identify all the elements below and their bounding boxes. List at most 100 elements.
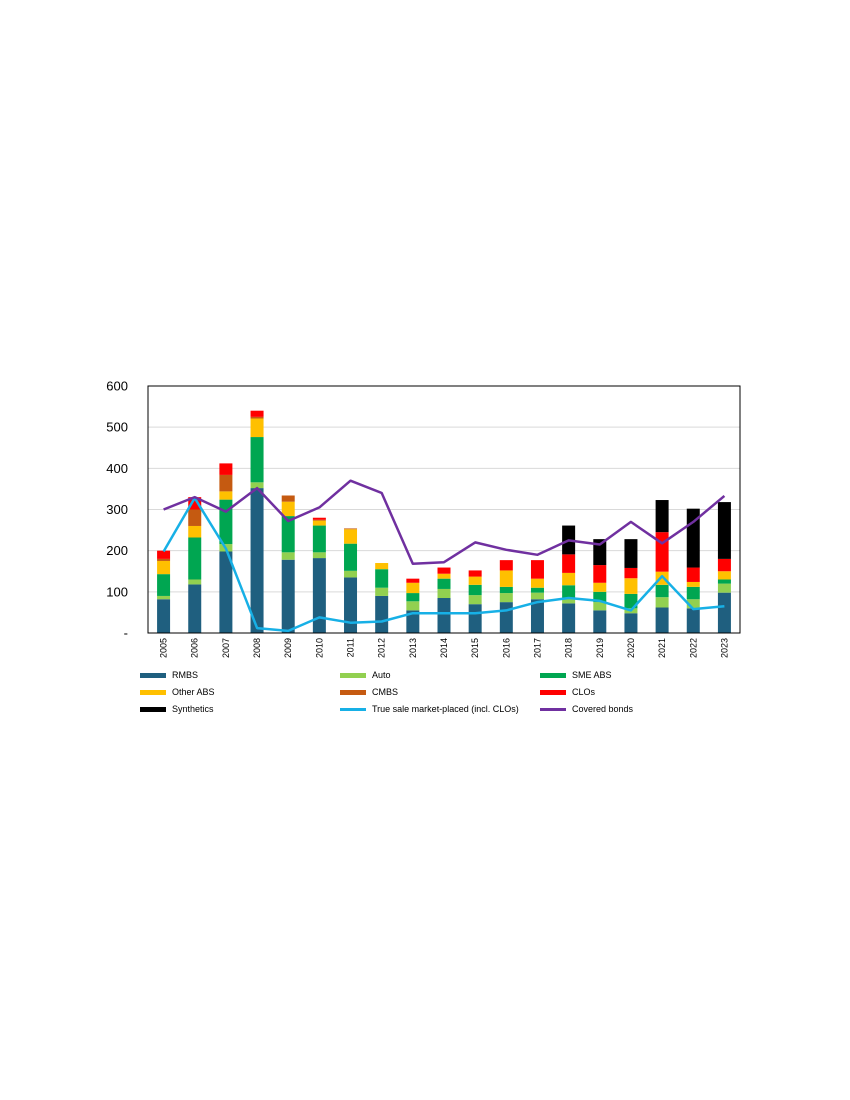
bar-segment: [437, 578, 451, 589]
legend-swatch: [140, 672, 166, 678]
bar-segment: [468, 570, 482, 577]
legend-swatch: [540, 707, 566, 711]
y-tick-label: -: [124, 626, 128, 641]
bar-segment: [157, 550, 171, 559]
x-tick-label: 2018: [564, 638, 574, 658]
bar-segment: [312, 558, 326, 633]
legend-swatch: [340, 707, 366, 711]
legend-item: Auto: [340, 668, 540, 682]
bar-segment: [562, 572, 576, 586]
bar-segment: [344, 570, 358, 578]
bar-segment: [593, 582, 607, 592]
x-tick-label: 2012: [377, 638, 387, 658]
bar-segment: [593, 610, 607, 633]
bar-segment: [655, 500, 669, 533]
legend-swatch: [140, 706, 166, 712]
x-tick-label: 2022: [688, 638, 698, 658]
bar-segment: [499, 593, 513, 603]
bar-segment: [593, 565, 607, 583]
bar-segment: [157, 558, 171, 561]
y-tick-label: 400: [106, 461, 128, 476]
x-tick-label: 2016: [501, 638, 511, 658]
bar-segment: [406, 582, 420, 594]
bar-segment: [717, 558, 731, 572]
legend-label: Covered bonds: [572, 704, 634, 714]
x-tick-label: 2019: [595, 638, 605, 658]
legend-swatch: [340, 689, 366, 695]
bar-segment: [250, 482, 264, 489]
y-tick-label: 300: [106, 502, 128, 517]
bar-segment: [562, 554, 576, 573]
bar-segment: [250, 418, 264, 438]
bar-segment: [686, 586, 700, 600]
bar-segment: [468, 584, 482, 596]
bar-segment: [686, 567, 700, 582]
bar-segment: [312, 517, 326, 520]
bar-segment: [717, 502, 731, 559]
gridlines: [148, 426, 740, 593]
x-tick-label: 2023: [719, 638, 729, 658]
bar-segment: [281, 516, 295, 553]
bar-segment: [562, 603, 576, 633]
y-tick-label: 600: [106, 379, 128, 394]
x-tick-label: 2015: [470, 638, 480, 658]
bar-segment: [686, 599, 700, 609]
bar-segment: [281, 559, 295, 633]
x-tick-label: 2005: [159, 638, 169, 658]
bar-segment: [219, 463, 233, 475]
legend-item: Synthetics: [140, 702, 340, 716]
bar-segment: [655, 597, 669, 608]
bar-segment: [281, 495, 295, 502]
bar-segment: [250, 437, 264, 483]
bar-segment: [312, 520, 326, 526]
series-line: [162, 496, 725, 633]
legend-item: Covered bonds: [540, 702, 740, 716]
bar-segment: [499, 586, 513, 594]
bar-segment: [624, 539, 638, 568]
legend-label: CLOs: [572, 687, 596, 697]
bar-segment: [717, 592, 731, 633]
bar-segment: [406, 610, 420, 633]
x-tick-label: 2017: [532, 638, 542, 658]
x-tick-label: 2014: [439, 638, 449, 658]
bar-segment: [530, 587, 544, 593]
bar-segment: [593, 591, 607, 603]
bar-segment: [624, 593, 638, 609]
bar-segment: [375, 563, 389, 570]
bar-segment: [281, 501, 295, 517]
x-tick-label: 2006: [190, 638, 200, 658]
bar-segment: [655, 584, 669, 598]
bar-segment: [344, 577, 358, 633]
legend-swatch: [540, 689, 566, 695]
legend-label: CMBS: [372, 687, 399, 697]
bar-segment: [530, 592, 544, 600]
bar-segment: [312, 519, 326, 521]
bar-segment: [406, 593, 420, 602]
bar-segment: [624, 613, 638, 633]
bar-segment: [188, 579, 202, 585]
bar-segment: [499, 602, 513, 633]
series-line: [163, 479, 726, 566]
legend-item: Other ABS: [140, 685, 340, 699]
y-tick-label: 500: [106, 420, 128, 435]
legend-item: SME ABS: [540, 668, 740, 682]
y-tick-label: 100: [106, 584, 128, 599]
bar-segment: [157, 574, 171, 596]
x-tick-label: 2007: [221, 638, 231, 658]
x-tick-label: 2021: [657, 638, 667, 658]
legend-label: Synthetics: [172, 704, 214, 714]
bar-segment: [562, 597, 576, 604]
bar-segment: [530, 578, 544, 588]
bar-segment: [188, 537, 202, 580]
bar-segment: [437, 598, 451, 633]
bar-segment: [593, 539, 607, 566]
bar-segment: [219, 551, 233, 633]
bar-segment: [406, 578, 420, 583]
bar-segment: [250, 410, 264, 417]
bar-segment: [157, 599, 171, 633]
legend: RMBS Auto SME ABS Other ABS CMBS CLOs Syntheti…: [140, 668, 740, 716]
bar-segment: [250, 416, 264, 419]
lines: [162, 479, 726, 633]
x-tick-label: 2020: [626, 638, 636, 658]
bar-segment: [375, 587, 389, 596]
